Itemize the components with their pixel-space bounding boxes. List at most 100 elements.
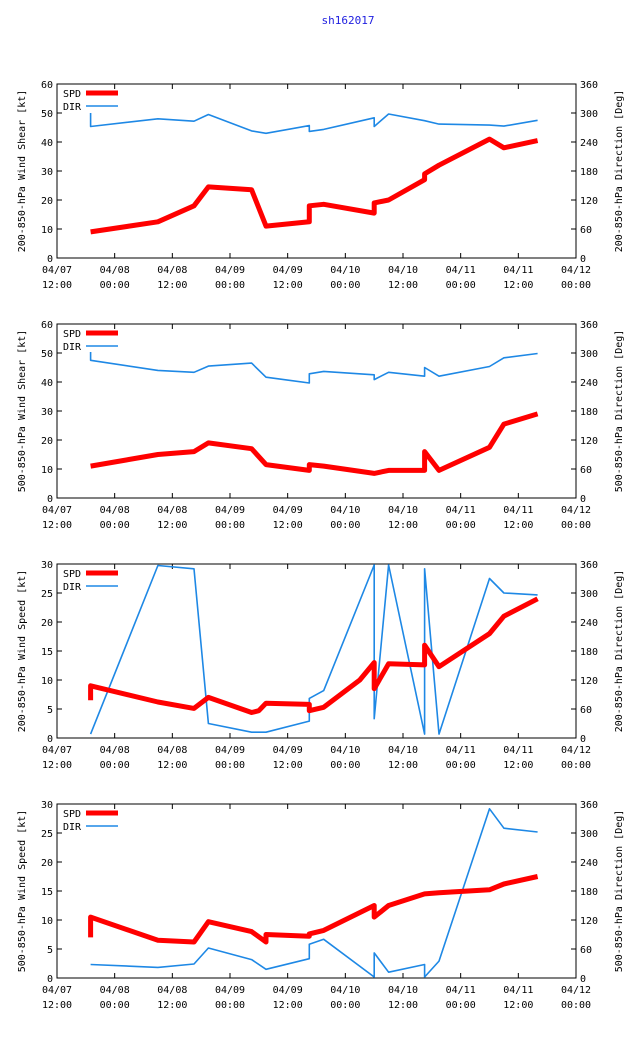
x-tick-label-time: 12:00 xyxy=(388,1000,418,1011)
y-tick-label: 25 xyxy=(41,589,53,600)
x-tick-label-date: 04/07 xyxy=(42,985,72,996)
x-tick-label-time: 12:00 xyxy=(42,760,72,771)
x-tick-label-date: 04/11 xyxy=(503,505,533,516)
legend-label-spd: SPD xyxy=(63,569,81,580)
y-axis-label: 200-850-hPa Wind Shear [kt] xyxy=(17,90,28,253)
plot-frame xyxy=(56,323,577,499)
x-tick-label-time: 00:00 xyxy=(330,1000,360,1011)
series-spd-line xyxy=(88,874,539,945)
x-tick-label-date: 04/09 xyxy=(273,745,303,756)
legend-label-dir: DIR xyxy=(63,342,82,353)
x-tick-label-date: 04/08 xyxy=(100,985,130,996)
x-tick-label-date: 04/07 xyxy=(42,745,72,756)
x-tick-label-date: 04/08 xyxy=(157,265,187,276)
y-tick-label: 20 xyxy=(41,196,53,207)
y2-tick-label: 60 xyxy=(580,465,592,476)
y2-tick-label: 300 xyxy=(580,109,598,120)
series-dir-line xyxy=(89,352,538,384)
x-tick-label-time: 00:00 xyxy=(330,760,360,771)
x-tick-label-time: 12:00 xyxy=(503,280,533,291)
y-tick-label: 10 xyxy=(41,225,53,236)
y-tick-label: 50 xyxy=(41,109,53,120)
y-tick-label: 50 xyxy=(41,349,53,360)
y2-tick-label: 360 xyxy=(580,560,598,571)
y2-tick-label: 120 xyxy=(580,436,598,447)
x-tick-label-time: 00:00 xyxy=(446,1000,476,1011)
legend-label-dir: DIR xyxy=(63,822,82,833)
y-tick-label: 20 xyxy=(41,436,53,447)
y-tick-label: 10 xyxy=(41,916,53,927)
x-tick-label-time: 00:00 xyxy=(330,520,360,531)
y-axis-label: 500-850-hPa Wind Shear [kt] xyxy=(17,330,28,493)
x-tick-label-date: 04/12 xyxy=(561,505,591,516)
x-tick-label-date: 04/10 xyxy=(388,985,418,996)
x-tick-label-time: 00:00 xyxy=(446,280,476,291)
x-tick-label-date: 04/10 xyxy=(388,505,418,516)
y-tick-label: 20 xyxy=(41,618,53,629)
x-tick-label-time: 00:00 xyxy=(330,280,360,291)
x-tick-label-date: 04/10 xyxy=(330,985,360,996)
x-tick-label-date: 04/11 xyxy=(446,985,476,996)
y-tick-label: 20 xyxy=(41,858,53,869)
y-tick-label: 25 xyxy=(41,829,53,840)
x-tick-label-date: 04/08 xyxy=(100,505,130,516)
y-tick-label: 60 xyxy=(41,320,53,331)
x-tick-label-time: 12:00 xyxy=(157,760,187,771)
x-tick-label-date: 04/09 xyxy=(215,745,245,756)
y2-tick-label: 120 xyxy=(580,916,598,927)
y2-tick-label: 240 xyxy=(580,618,598,629)
x-tick-label-time: 00:00 xyxy=(446,520,476,531)
legend-label-dir: DIR xyxy=(63,102,82,113)
y2-tick-label: 300 xyxy=(580,829,598,840)
legend-label-spd: SPD xyxy=(63,329,81,340)
series-spd-line xyxy=(88,596,539,715)
y2-tick-label: 60 xyxy=(580,705,592,716)
y-tick-label: 30 xyxy=(41,560,53,571)
x-tick-label-date: 04/12 xyxy=(561,265,591,276)
y2-tick-label: 360 xyxy=(580,320,598,331)
x-tick-label-time: 12:00 xyxy=(503,760,533,771)
x-tick-label-time: 00:00 xyxy=(100,760,130,771)
y-tick-label: 5 xyxy=(47,945,53,956)
x-tick-label-time: 12:00 xyxy=(273,760,303,771)
y-tick-label: 0 xyxy=(47,254,53,265)
x-tick-label-time: 12:00 xyxy=(273,520,303,531)
y2-axis-label: 500-850-hPa Direction [Deg] xyxy=(614,330,625,493)
x-tick-label-time: 12:00 xyxy=(388,760,418,771)
x-tick-label-time: 12:00 xyxy=(388,280,418,291)
x-tick-label-date: 04/08 xyxy=(157,745,187,756)
x-tick-label-date: 04/12 xyxy=(561,745,591,756)
x-tick-label-date: 04/08 xyxy=(100,265,130,276)
plot-frame xyxy=(56,803,577,979)
x-tick-label-date: 04/07 xyxy=(42,265,72,276)
x-tick-label-date: 04/08 xyxy=(157,505,187,516)
legend-label-spd: SPD xyxy=(63,89,81,100)
y-tick-label: 30 xyxy=(41,407,53,418)
x-tick-label-date: 04/09 xyxy=(215,505,245,516)
y-tick-label: 0 xyxy=(47,734,53,745)
x-tick-label-time: 12:00 xyxy=(388,520,418,531)
x-tick-label-time: 00:00 xyxy=(100,1000,130,1011)
x-tick-label-time: 00:00 xyxy=(215,1000,245,1011)
x-tick-label-date: 04/11 xyxy=(446,505,476,516)
y2-tick-label: 60 xyxy=(580,945,592,956)
x-tick-label-time: 12:00 xyxy=(157,520,187,531)
series-dir-line xyxy=(90,807,538,978)
y2-tick-label: 360 xyxy=(580,80,598,91)
y-axis-label: 200-850-hPa Wind Speed [kt] xyxy=(17,570,28,733)
y-tick-label: 60 xyxy=(41,80,53,91)
x-tick-label-date: 04/11 xyxy=(503,265,533,276)
y-tick-label: 0 xyxy=(47,494,53,505)
x-tick-label-date: 04/09 xyxy=(273,985,303,996)
y-tick-label: 10 xyxy=(41,465,53,476)
x-tick-label-time: 00:00 xyxy=(100,280,130,291)
chart-panel-4: 05101520253006012018024030036004/0712:00… xyxy=(17,800,625,1011)
y-tick-label: 30 xyxy=(41,800,53,811)
x-tick-label-time: 00:00 xyxy=(446,760,476,771)
y2-tick-label: 0 xyxy=(580,254,586,265)
series-spd-line xyxy=(90,136,539,235)
y2-axis-label: 200-850-hPa Direction [Deg] xyxy=(614,570,625,733)
x-tick-label-date: 04/09 xyxy=(273,265,303,276)
series-spd-line xyxy=(90,411,539,476)
